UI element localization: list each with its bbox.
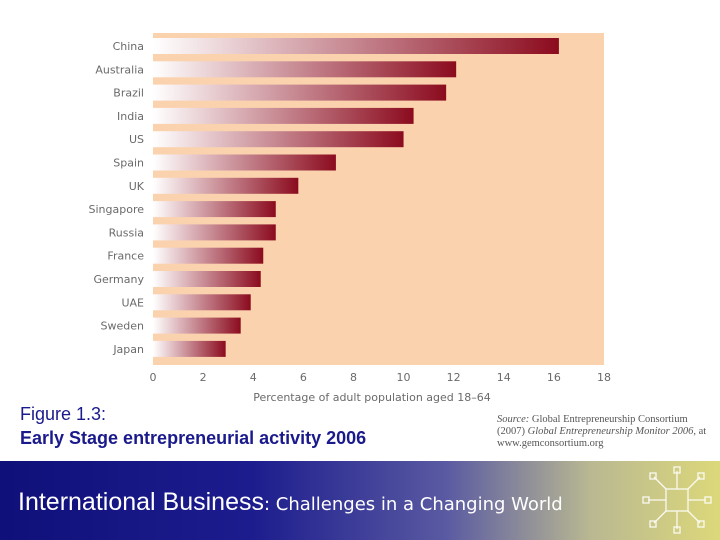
x-tick-label: 0 <box>150 371 157 384</box>
bar-australia <box>153 61 457 78</box>
x-tick-label: 18 <box>597 371 611 384</box>
bar-germany <box>153 271 261 287</box>
x-tick-label: 2 <box>200 371 207 384</box>
figure-caption: Figure 1.3: Early Stage entrepreneurial … <box>20 402 366 450</box>
footer-title: International Business: Challenges in a … <box>18 488 563 517</box>
x-tick-label: 10 <box>397 371 411 384</box>
footer-title-main: International Business <box>18 488 264 516</box>
x-tick-label: 14 <box>497 371 511 384</box>
footer-band <box>0 461 720 540</box>
bar-japan <box>153 340 226 357</box>
bar-sweden <box>153 317 241 334</box>
category-label-russia: Russia <box>109 226 144 239</box>
bar-france <box>153 247 264 264</box>
x-tick-label: 6 <box>300 371 307 384</box>
category-label-france: France <box>107 250 144 263</box>
category-label-india: India <box>117 110 144 123</box>
bar-singapore <box>153 201 276 218</box>
category-label-australia: Australia <box>95 63 144 76</box>
plot-background <box>153 33 604 365</box>
category-label-singapore: Singapore <box>89 203 145 216</box>
bar-uae <box>153 294 251 311</box>
category-label-uae: UAE <box>121 296 144 309</box>
x-tick-label: 16 <box>547 371 561 384</box>
bar-brazil <box>153 84 447 101</box>
x-tick-label: 8 <box>350 371 357 384</box>
figure-number: Figure 1.3: <box>20 404 107 424</box>
network-logo-icon <box>642 466 712 534</box>
category-label-japan: Japan <box>112 343 144 356</box>
bar-china <box>153 38 559 54</box>
source-text-2: , at www.gemconsortium.org <box>497 426 707 449</box>
category-label-germany: Germany <box>93 273 144 286</box>
bar-us <box>153 131 404 148</box>
category-label-sweden: Sweden <box>101 320 144 333</box>
figure-title: Early Stage entrepreneurial activity 200… <box>20 428 367 448</box>
bar-russia <box>153 224 276 241</box>
bar-uk <box>153 177 299 194</box>
category-label-china: China <box>113 40 144 53</box>
category-label-uk: UK <box>129 180 145 193</box>
x-tick-label: 12 <box>447 371 461 384</box>
source-note: Source: Global Entrepreneurship Consorti… <box>497 414 712 450</box>
footer-subtitle: : Challenges in a Changing World <box>263 494 563 515</box>
category-label-spain: Spain <box>113 157 144 170</box>
category-label-us: US <box>129 133 144 146</box>
source-prefix: Source: <box>497 414 530 425</box>
category-label-brazil: Brazil <box>113 87 144 100</box>
source-text-1: Global Entrepreneurship Consortium (2007… <box>497 414 688 437</box>
x-axis-label: Percentage of adult population aged 18–6… <box>253 391 491 404</box>
bar-spain <box>153 154 336 171</box>
source-publication: Global Entrepreneurship Monitor 2006 <box>527 426 694 437</box>
x-tick-label: 4 <box>250 371 257 384</box>
bar-chart: China Australia Brazil India US Spain UK Singap… <box>89 33 611 404</box>
bar-india <box>153 107 414 124</box>
